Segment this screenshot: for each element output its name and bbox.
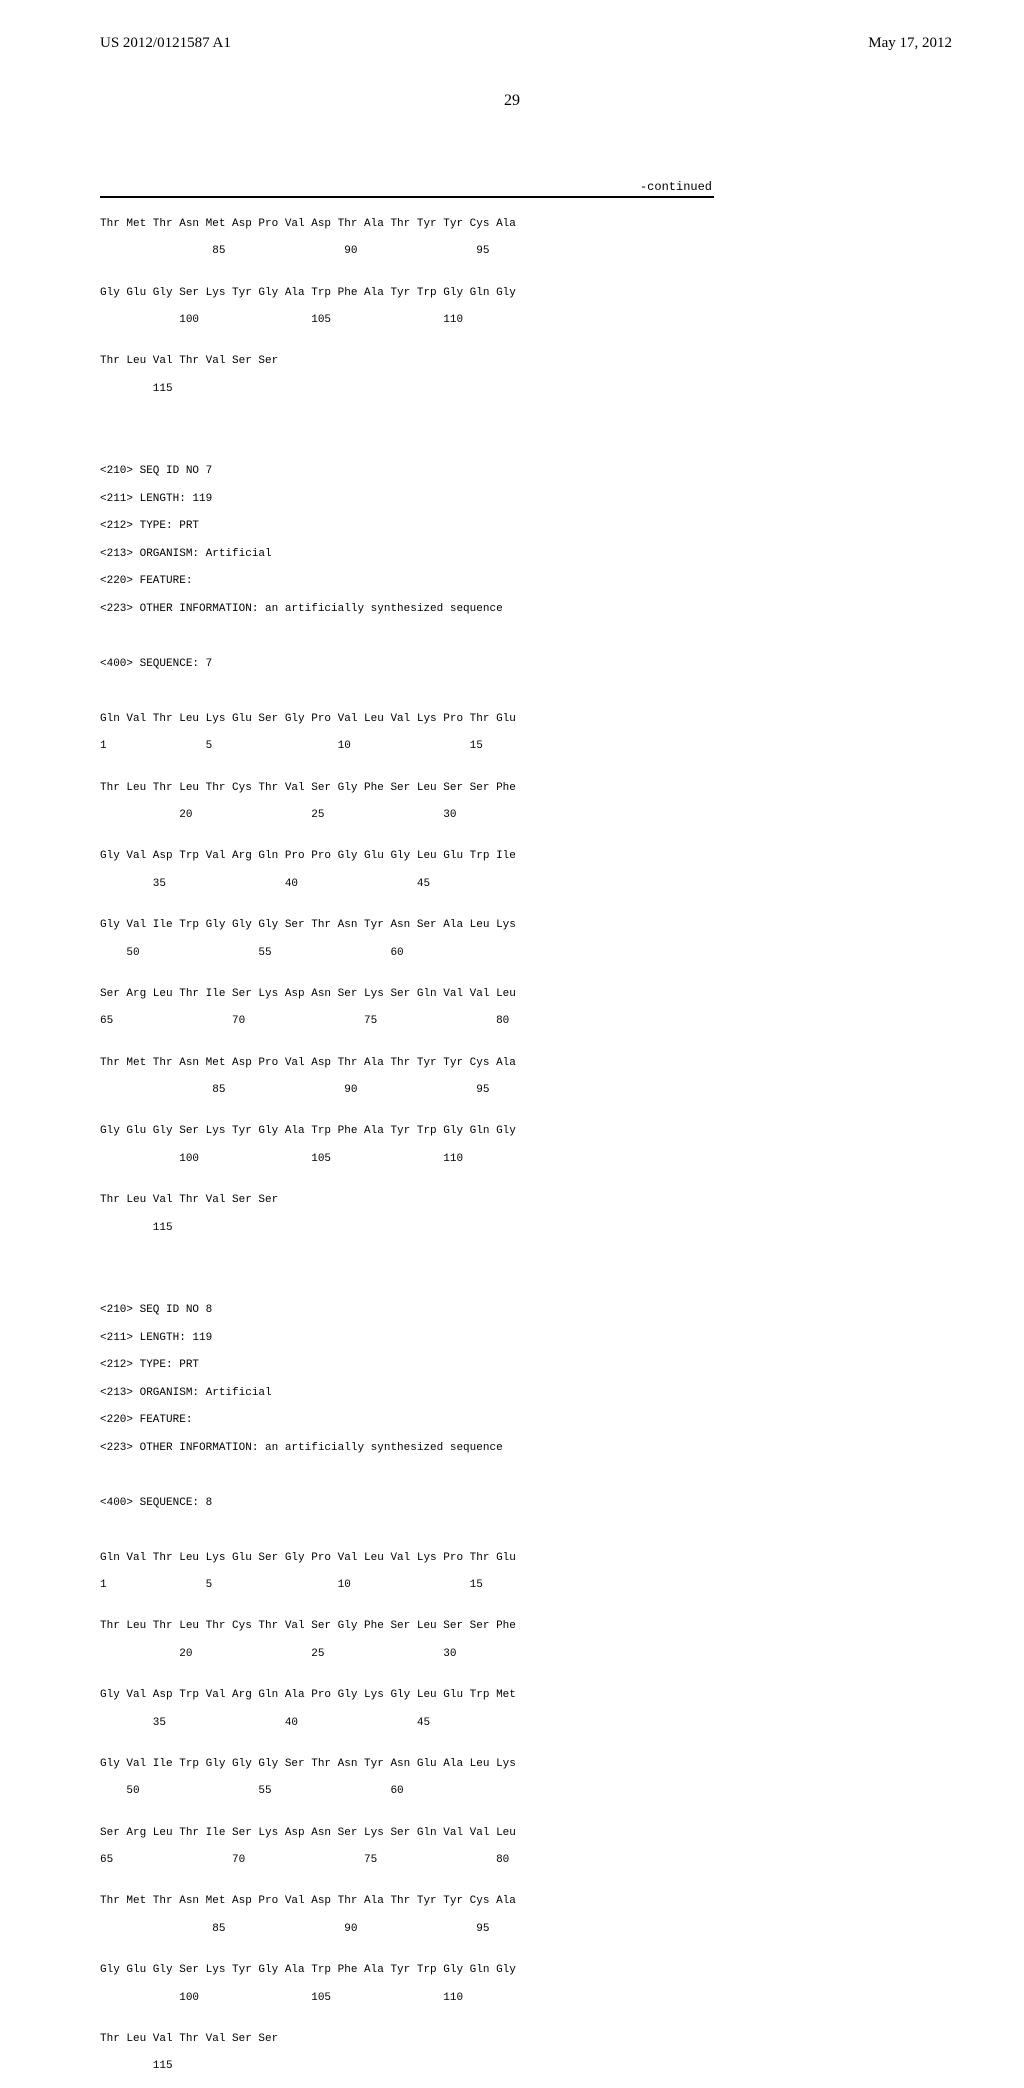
divider-top xyxy=(100,196,714,198)
seq-line: Gln Val Thr Leu Lys Glu Ser Gly Pro Val … xyxy=(100,713,1024,727)
seq-line: Gly Val Asp Trp Val Arg Gln Pro Pro Gly … xyxy=(100,850,1024,864)
seq-line: 85 90 95 xyxy=(100,1923,1024,1937)
seq-line: 65 70 75 80 xyxy=(100,1854,1024,1868)
seq-blank xyxy=(100,1277,1024,1291)
seq-line: 20 25 30 xyxy=(100,809,1024,823)
page-header: US 2012/0121587 A1 May 17, 2012 xyxy=(0,0,1024,52)
seq-line: Thr Leu Val Thr Val Ser Ser xyxy=(100,2033,1024,2047)
seq-line: 35 40 45 xyxy=(100,878,1024,892)
seq-blank xyxy=(100,685,1024,699)
seq-line: 100 105 110 xyxy=(100,314,1024,328)
seq-label: <400> SEQUENCE: 8 xyxy=(100,1497,1024,1511)
seq-line: Gly Glu Gly Ser Lys Tyr Gly Ala Trp Phe … xyxy=(100,1125,1024,1139)
seq-line: Gly Val Ile Trp Gly Gly Gly Ser Thr Asn … xyxy=(100,1758,1024,1772)
seq-meta: <210> SEQ ID NO 7 xyxy=(100,465,1024,479)
seq-meta: <212> TYPE: PRT xyxy=(100,520,1024,534)
seq-line: 20 25 30 xyxy=(100,1648,1024,1662)
seq-line: Ser Arg Leu Thr Ile Ser Lys Asp Asn Ser … xyxy=(100,988,1024,1002)
seq-line: Thr Leu Val Thr Val Ser Ser xyxy=(100,355,1024,369)
seq-meta: <211> LENGTH: 119 xyxy=(100,493,1024,507)
seq-blank xyxy=(100,438,1024,452)
seq-line: 50 55 60 xyxy=(100,947,1024,961)
seq-line: 1 5 10 15 xyxy=(100,1579,1024,1593)
seq-line: Ser Arg Leu Thr Ile Ser Lys Asp Asn Ser … xyxy=(100,1827,1024,1841)
seq-line: 65 70 75 80 xyxy=(100,1015,1024,1029)
seq-line: Thr Leu Thr Leu Thr Cys Thr Val Ser Gly … xyxy=(100,1620,1024,1634)
continued-label: -continued xyxy=(0,180,1024,194)
seq-line: Gly Glu Gly Ser Lys Tyr Gly Ala Trp Phe … xyxy=(100,1964,1024,1978)
sequence-listing: Thr Met Thr Asn Met Asp Pro Val Asp Thr … xyxy=(0,204,1024,2088)
seq-blank xyxy=(100,1249,1024,1263)
page-number: 29 xyxy=(0,92,1024,110)
seq-line: Thr Met Thr Asn Met Asp Pro Val Asp Thr … xyxy=(100,1895,1024,1909)
seq-line: Gly Val Ile Trp Gly Gly Gly Ser Thr Asn … xyxy=(100,919,1024,933)
seq-line: Thr Met Thr Asn Met Asp Pro Val Asp Thr … xyxy=(100,218,1024,232)
seq-line: Thr Leu Val Thr Val Ser Ser xyxy=(100,1194,1024,1208)
seq-line: 100 105 110 xyxy=(100,1992,1024,2006)
seq-blank xyxy=(100,1469,1024,1483)
seq-line: Gly Val Asp Trp Val Arg Gln Ala Pro Gly … xyxy=(100,1689,1024,1703)
seq-meta: <210> SEQ ID NO 8 xyxy=(100,1304,1024,1318)
seq-meta: <212> TYPE: PRT xyxy=(100,1359,1024,1373)
seq-line: Gly Glu Gly Ser Lys Tyr Gly Ala Trp Phe … xyxy=(100,287,1024,301)
seq-meta: <213> ORGANISM: Artificial xyxy=(100,1387,1024,1401)
seq-blank xyxy=(100,1524,1024,1538)
publication-number: US 2012/0121587 A1 xyxy=(100,35,231,52)
seq-blank xyxy=(100,630,1024,644)
seq-line: 50 55 60 xyxy=(100,1785,1024,1799)
seq-line: Gln Val Thr Leu Lys Glu Ser Gly Pro Val … xyxy=(100,1552,1024,1566)
seq-line: 35 40 45 xyxy=(100,1717,1024,1731)
seq-line: 85 90 95 xyxy=(100,1084,1024,1098)
publication-date: May 17, 2012 xyxy=(868,35,952,52)
seq-line: 85 90 95 xyxy=(100,245,1024,259)
seq-meta: <220> FEATURE: xyxy=(100,575,1024,589)
seq-meta: <223> OTHER INFORMATION: an artificially… xyxy=(100,1442,1024,1456)
seq-line: 100 105 110 xyxy=(100,1153,1024,1167)
seq-meta: <213> ORGANISM: Artificial xyxy=(100,548,1024,562)
seq-meta: <211> LENGTH: 119 xyxy=(100,1332,1024,1346)
seq-meta: <220> FEATURE: xyxy=(100,1414,1024,1428)
seq-line: 115 xyxy=(100,1222,1024,1236)
seq-blank xyxy=(100,410,1024,424)
seq-line: 1 5 10 15 xyxy=(100,740,1024,754)
seq-line: Thr Met Thr Asn Met Asp Pro Val Asp Thr … xyxy=(100,1057,1024,1071)
seq-line: 115 xyxy=(100,383,1024,397)
seq-label: <400> SEQUENCE: 7 xyxy=(100,658,1024,672)
seq-line: Thr Leu Thr Leu Thr Cys Thr Val Ser Gly … xyxy=(100,782,1024,796)
seq-meta: <223> OTHER INFORMATION: an artificially… xyxy=(100,603,1024,617)
seq-line: 115 xyxy=(100,2060,1024,2074)
